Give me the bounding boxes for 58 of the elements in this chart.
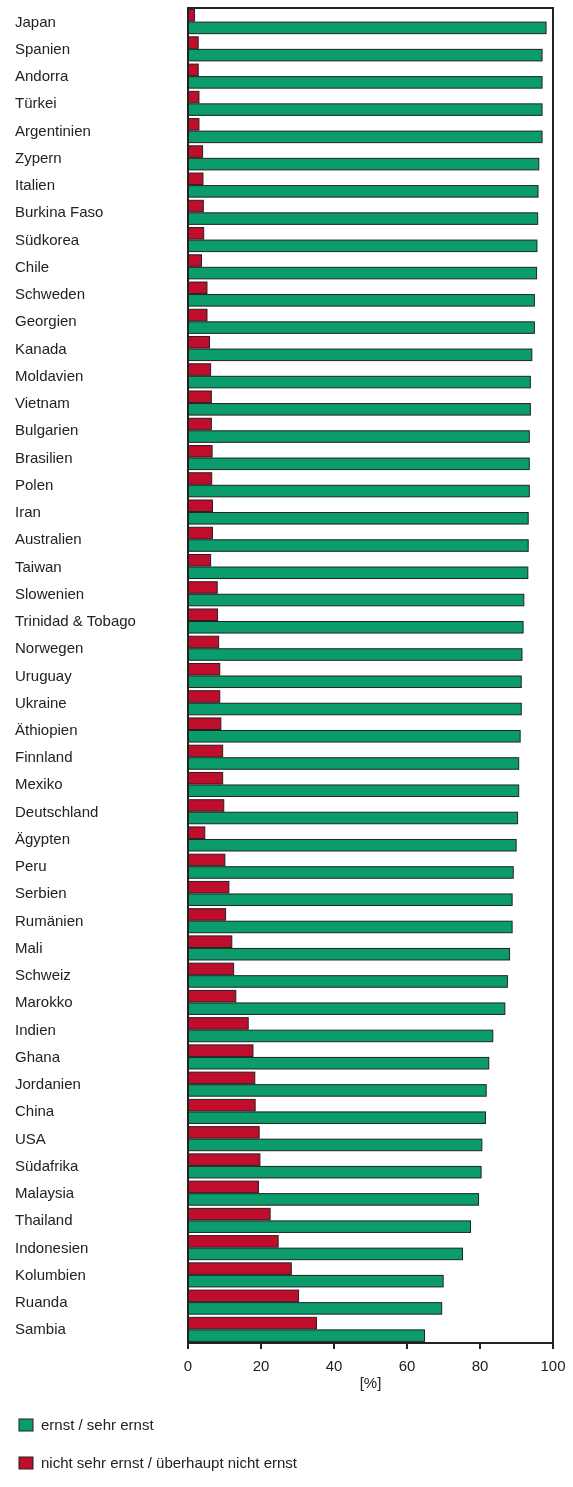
y-tick-label: Schweden: [15, 285, 86, 303]
x-tick-label: 100: [540, 1357, 566, 1374]
x-tick-label: 20: [252, 1357, 270, 1374]
y-tick-label: Kanada: [15, 339, 68, 357]
y-tick-label: USA: [15, 1129, 46, 1147]
y-tick-label: Äthiopien: [15, 720, 78, 738]
y-tick-label: Mali: [15, 938, 43, 956]
y-tick-label: Polen: [15, 475, 54, 493]
y-tick-label: Burkina Faso: [15, 203, 104, 221]
y-tick-label: Australien: [15, 530, 82, 548]
y-tick-label: Taiwan: [15, 557, 62, 575]
y-tick-label: Peru: [15, 857, 47, 875]
x-axis-title: [%]: [359, 1374, 382, 1391]
y-tick-label: Marokko: [15, 993, 73, 1011]
y-tick-label: Norwegen: [15, 639, 84, 657]
y-tick-label: Kolumbien: [15, 1265, 86, 1283]
y-tick-label: Chile: [15, 257, 50, 275]
y-tick-label: Uruguay: [15, 666, 73, 684]
y-tick-label: China: [15, 1102, 55, 1120]
y-tick-label: Moldavien: [15, 366, 84, 384]
y-tick-label: Schweiz: [15, 966, 71, 984]
y-tick-label: Sambia: [15, 1320, 67, 1338]
y-tick-label: Bulgarien: [15, 421, 79, 439]
y-tick-label: Malaysia: [15, 1184, 75, 1202]
y-tick-label: Ghana: [15, 1047, 61, 1065]
x-tick-label: 40: [325, 1357, 343, 1374]
y-tick-label: Argentinien: [15, 121, 91, 139]
y-tick-label: Iran: [15, 503, 41, 521]
y-tick-label: Ägypten: [15, 829, 71, 847]
y-tick-label: Finnland: [15, 748, 73, 766]
y-tick-label: Brasilien: [15, 448, 73, 466]
y-tick-label: Spanien: [15, 39, 71, 57]
legend-label: ernst / sehr ernst: [41, 1416, 155, 1433]
y-tick-label: Italien: [15, 176, 56, 194]
legend-label: nicht sehr ernst / überhaupt nicht ernst: [41, 1454, 298, 1471]
y-tick-label: Indien: [15, 1020, 56, 1038]
y-tick-label: Rumänien: [15, 911, 84, 929]
y-tick-label: Deutschland: [15, 802, 99, 820]
y-tick-label: Georgien: [15, 312, 77, 330]
y-tick-label: Südafrika: [15, 1156, 80, 1174]
y-tick-label: Zypern: [15, 148, 62, 166]
y-tick-label: Thailand: [15, 1211, 73, 1229]
y-tick-label: Vietnam: [15, 394, 70, 412]
y-tick-label: Türkei: [15, 94, 57, 112]
y-tick-label: Trinidad & Tobago: [15, 612, 136, 630]
y-tick-label: Ruanda: [15, 1293, 69, 1311]
y-tick-label: Andorra: [15, 67, 70, 85]
y-tick-label: Serbien: [15, 884, 67, 902]
x-tick-label: 80: [471, 1357, 489, 1374]
y-tick-label: Jordanien: [15, 1075, 81, 1093]
y-tick-label: Slowenien: [15, 584, 85, 602]
x-tick-label: 0: [183, 1357, 193, 1374]
y-tick-label: Ukraine: [15, 693, 67, 711]
y-tick-label: Japan: [15, 12, 56, 30]
y-tick-label: Südkorea: [15, 230, 80, 248]
x-tick-label: 60: [398, 1357, 416, 1374]
y-tick-label: Mexiko: [15, 775, 63, 793]
y-tick-label: Indonesien: [15, 1238, 89, 1256]
